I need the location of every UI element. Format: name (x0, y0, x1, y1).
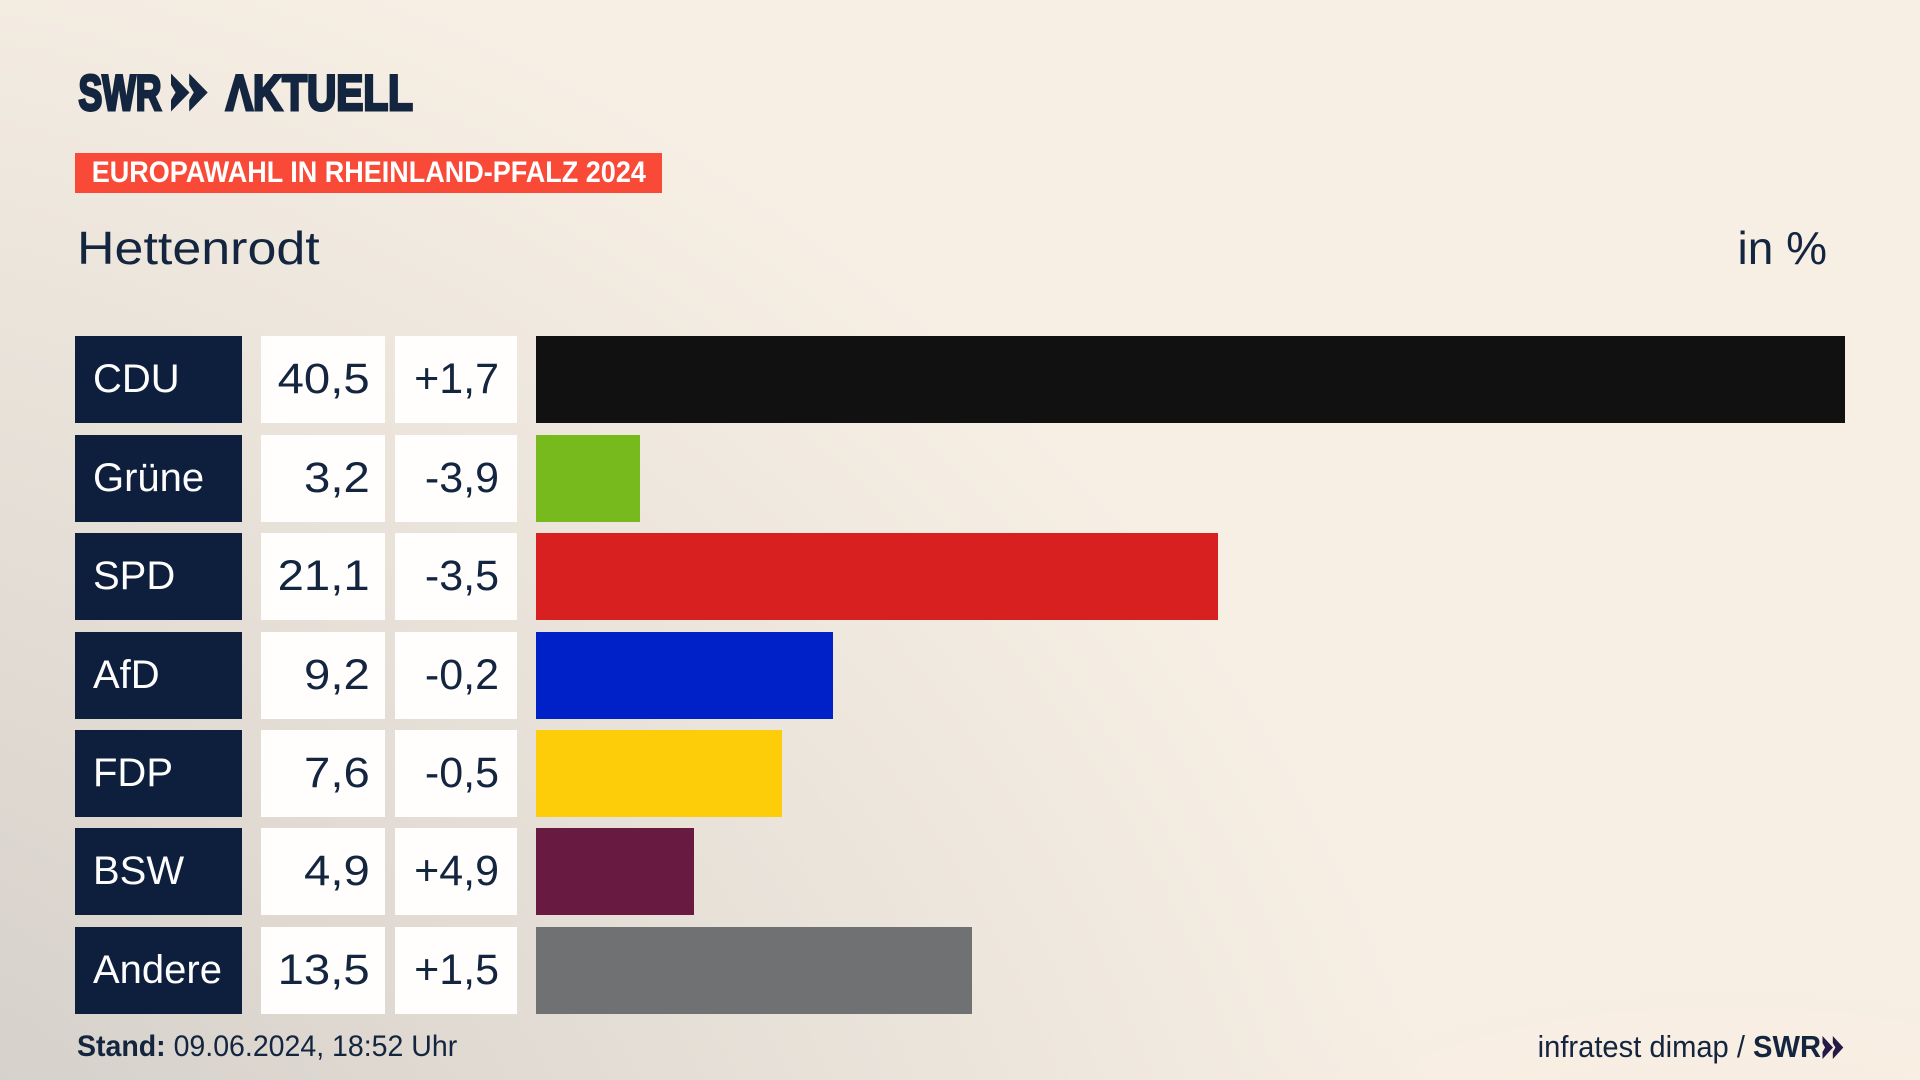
svg-text:ΛKTUELL: ΛKTUELL (226, 65, 413, 121)
svg-text:SWR: SWR (79, 65, 162, 121)
